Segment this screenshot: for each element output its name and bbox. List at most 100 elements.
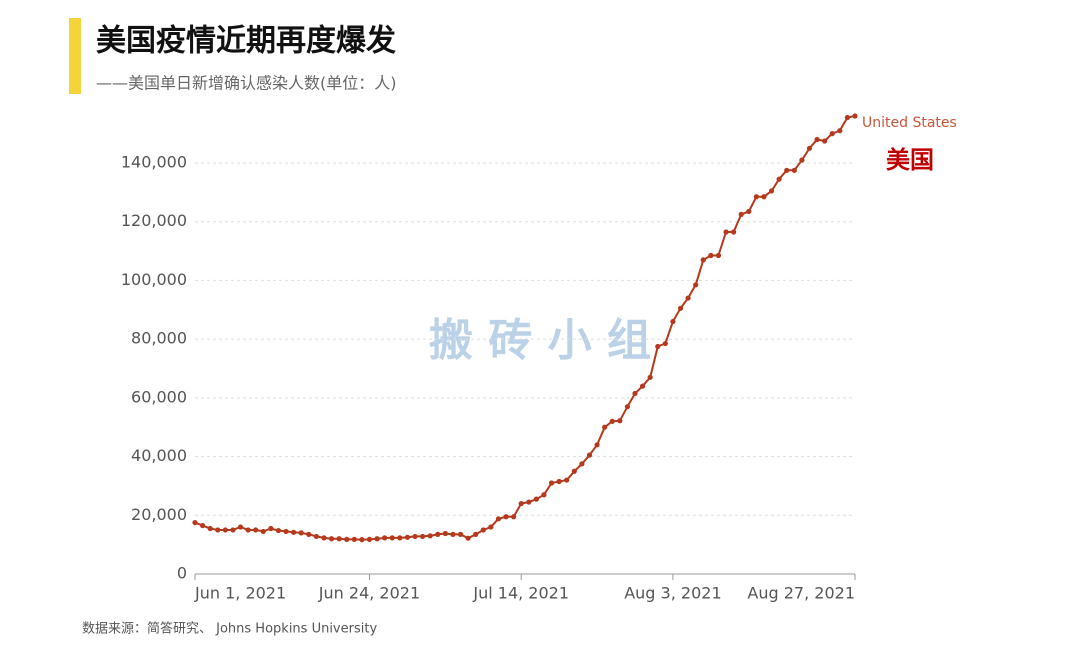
series-label: United States <box>862 115 957 131</box>
point <box>776 176 782 182</box>
point <box>344 536 350 542</box>
point <box>806 145 813 151</box>
point <box>503 514 509 520</box>
point <box>768 188 775 194</box>
point <box>564 477 570 483</box>
point <box>222 527 228 533</box>
point <box>237 524 244 530</box>
line <box>194 115 856 541</box>
point <box>784 167 790 173</box>
point <box>457 531 464 537</box>
y-tick-label: 120,000 <box>121 211 187 230</box>
point <box>442 530 448 537</box>
point <box>215 527 221 533</box>
point <box>495 516 502 522</box>
point <box>427 533 433 539</box>
point <box>609 418 615 424</box>
point <box>822 138 828 144</box>
point <box>647 374 653 380</box>
point <box>435 531 441 537</box>
source: 数据来源：简答研究、 Johns Hopkins University <box>82 621 377 637</box>
y-tick-label: 140,000 <box>121 153 187 172</box>
x-tick-label: Jun 1, 2021 <box>194 584 286 603</box>
chart-title: 美国疫情近期再度爆发 <box>96 24 396 59</box>
point <box>738 211 744 217</box>
point <box>814 136 820 143</box>
point <box>693 282 699 288</box>
point <box>336 536 342 542</box>
point <box>829 131 835 137</box>
point <box>473 531 479 537</box>
point <box>837 128 843 134</box>
point <box>799 157 805 163</box>
point <box>579 461 585 467</box>
point <box>283 528 289 535</box>
point <box>761 194 767 200</box>
point <box>321 535 327 541</box>
point <box>488 524 494 530</box>
point <box>374 536 380 542</box>
point <box>624 404 631 410</box>
point <box>397 535 403 541</box>
point <box>207 525 213 532</box>
point <box>199 522 206 529</box>
point <box>708 252 714 259</box>
point <box>700 257 706 263</box>
y-tick-label: 100,000 <box>121 270 187 289</box>
point <box>844 114 851 121</box>
point <box>291 529 297 535</box>
point <box>639 383 646 389</box>
accent-bar <box>69 18 81 94</box>
chart-subtitle: ——美国单日新增确认感染人数(单位：人) <box>96 74 397 93</box>
point <box>594 442 600 448</box>
point <box>275 527 282 534</box>
point <box>465 535 471 541</box>
point <box>230 527 236 533</box>
point <box>518 500 524 507</box>
point <box>450 531 456 537</box>
point <box>313 533 319 540</box>
point <box>382 535 388 541</box>
point <box>556 478 562 485</box>
annotation: 美国 <box>886 146 934 174</box>
point <box>419 533 426 540</box>
point <box>548 480 555 486</box>
point <box>351 536 357 542</box>
point <box>298 530 304 536</box>
point <box>617 418 623 424</box>
point <box>511 514 517 520</box>
point <box>731 229 737 235</box>
point <box>412 533 418 540</box>
point <box>677 305 684 311</box>
point <box>389 535 395 541</box>
point <box>685 295 691 301</box>
point <box>366 536 373 542</box>
y-tick-label: 40,000 <box>131 446 187 465</box>
point <box>359 537 365 543</box>
x-tick-label: Aug 3, 2021 <box>624 584 721 603</box>
point <box>306 531 312 537</box>
point <box>526 499 532 505</box>
point <box>253 527 259 533</box>
point <box>632 390 638 397</box>
x-tick-label: Aug 27, 2021 <box>747 584 855 603</box>
point <box>586 452 593 458</box>
x-tick-label: Jun 24, 2021 <box>318 584 420 603</box>
point <box>404 534 411 540</box>
point <box>602 424 608 430</box>
point <box>715 252 722 259</box>
point <box>480 527 486 533</box>
point <box>571 468 577 474</box>
point <box>541 492 547 498</box>
point <box>753 194 759 200</box>
point <box>192 520 198 526</box>
point <box>268 525 274 532</box>
point <box>723 229 729 235</box>
y-tick-label: 80,000 <box>131 329 187 348</box>
point <box>791 167 797 173</box>
point <box>533 496 539 502</box>
point <box>852 113 858 119</box>
watermark: 搬 砖 小 组 <box>429 315 651 366</box>
point <box>662 340 668 347</box>
